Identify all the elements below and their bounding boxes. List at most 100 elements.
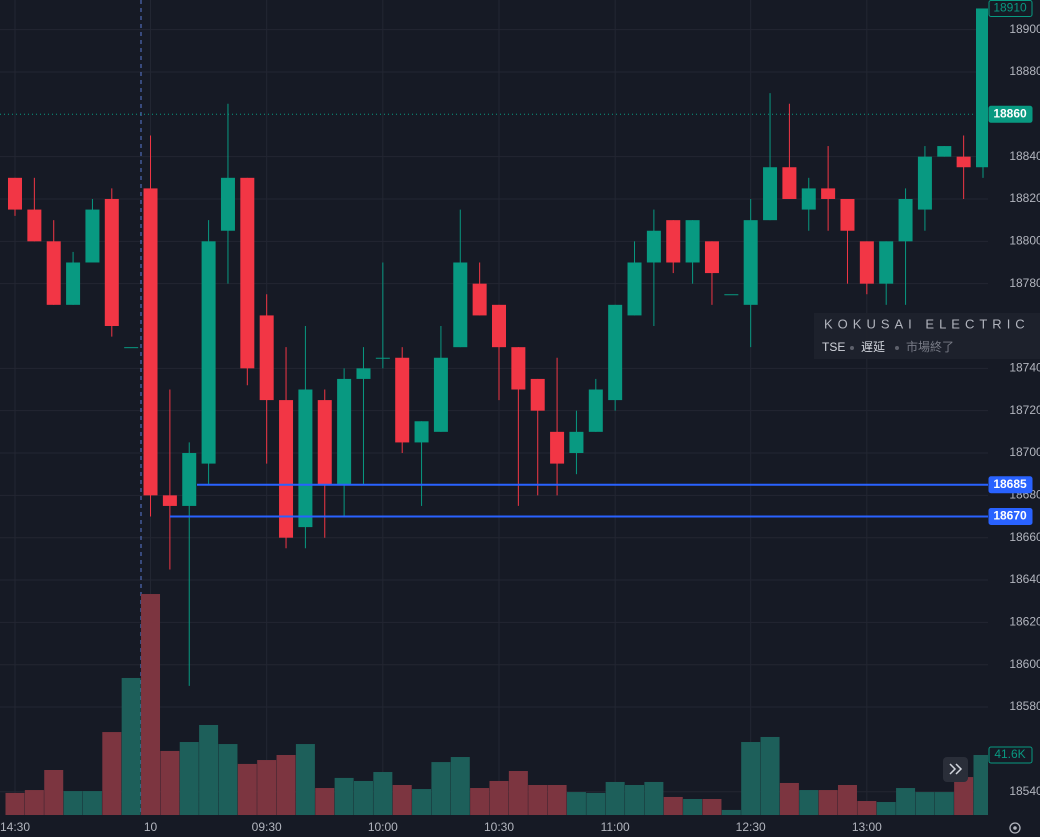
candle-body	[85, 209, 100, 263]
y-tick-label: 18620	[1009, 615, 1040, 629]
candle-body	[801, 188, 816, 210]
separator	[850, 346, 854, 350]
volume-bar	[857, 801, 877, 815]
y-tick-label: 18660	[1009, 530, 1040, 544]
candle-body	[782, 167, 797, 199]
volume-bar	[779, 782, 799, 815]
candle-body	[530, 378, 545, 411]
volume-bar	[876, 802, 896, 815]
candle-body	[279, 400, 294, 538]
volume-bar	[741, 742, 761, 815]
y-tick-label: 18900	[1009, 22, 1040, 36]
volume-bar	[760, 736, 780, 815]
settings-icon[interactable]	[1009, 822, 1021, 834]
candle-body	[763, 167, 778, 221]
candle-body	[685, 220, 700, 263]
candle-body	[259, 315, 274, 401]
candle-body	[569, 431, 584, 454]
volume-bar	[644, 781, 664, 815]
candle-body	[395, 357, 410, 443]
settings-icon-center[interactable]	[1013, 826, 1017, 830]
volume-bar	[431, 762, 451, 815]
volume-bar	[625, 784, 645, 815]
volume-bar	[721, 809, 741, 815]
delay: 遅延	[861, 340, 885, 354]
scroll-button[interactable]	[943, 757, 968, 782]
price-label: 18685	[993, 477, 1027, 491]
y-tick-label: 18880	[1009, 64, 1040, 78]
overlay-bg	[814, 313, 1040, 359]
candle-body	[143, 188, 158, 496]
candle-body	[317, 400, 332, 485]
volume-bar	[102, 732, 122, 815]
candle-body	[588, 389, 603, 432]
x-tick-label: 10:00	[368, 820, 398, 834]
candle-body	[976, 8, 990, 168]
volume-bar	[470, 788, 490, 815]
price-label-box	[988, 508, 1033, 526]
candle-body	[298, 389, 313, 528]
volume-bar	[199, 724, 219, 815]
candle-body	[240, 177, 255, 369]
candle-body	[66, 262, 81, 305]
candle-body	[8, 177, 22, 210]
scroll-icon[interactable]	[949, 763, 963, 775]
y-tick-label: 18740	[1009, 361, 1040, 375]
volume-bar	[450, 757, 470, 815]
candle-body	[27, 209, 42, 242]
candle-body	[550, 431, 565, 464]
y-tick-label: 18700	[1009, 445, 1040, 459]
volume-bar	[373, 772, 393, 815]
symbol-name: KOKUSAI ELECTRIC	[824, 316, 1030, 331]
volume-bar	[934, 792, 954, 815]
y-tick-label: 18540	[1009, 784, 1040, 798]
volume-bar	[489, 780, 509, 815]
plot-area	[0, 0, 993, 815]
volume-bar	[237, 763, 257, 815]
x-tick-label: 13:00	[852, 820, 882, 834]
volume-bar	[547, 784, 567, 815]
volume-bar	[954, 777, 974, 815]
volume-bar	[973, 754, 993, 815]
volume-bar	[683, 798, 703, 815]
volume-bar	[315, 788, 335, 815]
y-tick-label: 18720	[1009, 403, 1040, 417]
volume-bar	[896, 788, 916, 815]
x-tick-label: 11:00	[601, 820, 630, 834]
volume-bar	[218, 744, 238, 815]
candle-body	[821, 188, 836, 199]
candle-body	[627, 262, 642, 316]
volume-bar	[334, 777, 354, 815]
candle-body	[453, 262, 468, 348]
candle-body	[879, 241, 894, 284]
volume-bar	[121, 677, 141, 815]
volume-bar	[508, 771, 528, 815]
volume-bar	[44, 769, 64, 815]
candle-body	[511, 347, 526, 390]
candle-body	[743, 220, 758, 305]
volume-label-box	[988, 746, 1033, 764]
volume-bar	[528, 784, 548, 815]
y-tick-label: 18820	[1009, 191, 1040, 205]
volume-bar	[412, 789, 432, 815]
volume-bar	[837, 784, 857, 815]
candle-body	[337, 378, 352, 485]
candle-body	[104, 198, 119, 326]
candle-body	[162, 495, 177, 506]
price-axis	[988, 0, 1040, 837]
market-status: 市場終了	[906, 339, 954, 354]
y-tick-label: 18800	[1009, 233, 1040, 247]
volume-bar	[605, 781, 625, 815]
price-label-box	[988, 105, 1033, 123]
y-tick-label: 18600	[1009, 657, 1040, 671]
settings-button[interactable]	[1009, 822, 1021, 834]
volume-bar	[295, 744, 315, 815]
candle-body	[859, 241, 874, 284]
y-tick-label: 18580	[1009, 699, 1040, 713]
candle-body	[414, 421, 429, 443]
volume-bar	[353, 780, 373, 815]
separator	[895, 346, 899, 350]
